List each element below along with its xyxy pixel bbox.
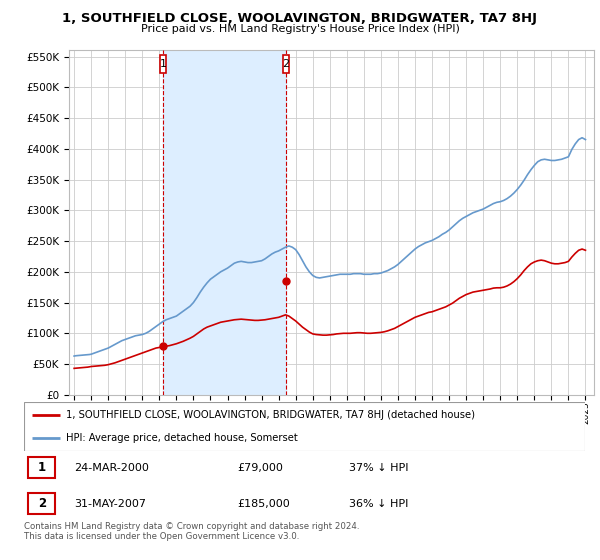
Text: 24-MAR-2000: 24-MAR-2000 [74,463,149,473]
FancyBboxPatch shape [24,402,585,451]
Text: 1, SOUTHFIELD CLOSE, WOOLAVINGTON, BRIDGWATER, TA7 8HJ (detached house): 1, SOUTHFIELD CLOSE, WOOLAVINGTON, BRIDG… [66,410,475,421]
Text: 1: 1 [160,59,167,69]
Text: 36% ↓ HPI: 36% ↓ HPI [349,499,409,509]
FancyBboxPatch shape [160,55,166,73]
Text: HPI: Average price, detached house, Somerset: HPI: Average price, detached house, Some… [66,433,298,444]
FancyBboxPatch shape [28,493,55,515]
Text: 2: 2 [38,497,46,510]
Text: 37% ↓ HPI: 37% ↓ HPI [349,463,409,473]
Text: 2: 2 [282,59,289,69]
Text: Price paid vs. HM Land Registry's House Price Index (HPI): Price paid vs. HM Land Registry's House … [140,24,460,34]
Text: 1, SOUTHFIELD CLOSE, WOOLAVINGTON, BRIDGWATER, TA7 8HJ: 1, SOUTHFIELD CLOSE, WOOLAVINGTON, BRIDG… [62,12,538,25]
Text: Contains HM Land Registry data © Crown copyright and database right 2024.
This d: Contains HM Land Registry data © Crown c… [24,522,359,542]
FancyBboxPatch shape [28,457,55,478]
Text: £79,000: £79,000 [237,463,283,473]
Bar [163,50,286,395]
Text: 31-MAY-2007: 31-MAY-2007 [74,499,146,509]
FancyBboxPatch shape [283,55,289,73]
Text: £185,000: £185,000 [237,499,290,509]
Text: 1: 1 [38,461,46,474]
